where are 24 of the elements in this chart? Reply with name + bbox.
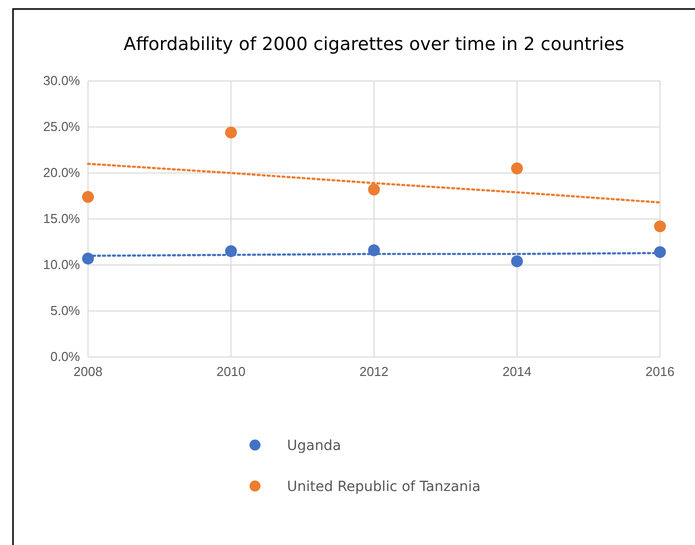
x-tick-label: 2012: [360, 364, 388, 380]
point: [511, 255, 523, 268]
x-tick-label: 2014: [502, 364, 532, 380]
point: [225, 126, 237, 138]
point: [368, 184, 380, 196]
point: [82, 252, 94, 264]
y-tick-label: 25.0%: [43, 119, 80, 134]
y-tick-label: 15.0%: [43, 211, 80, 226]
y-tick-label: 20.0%: [43, 165, 80, 180]
x-tick-label: 2008: [74, 364, 102, 380]
line-series: [86, 162, 662, 204]
legend-label: Uganda: [287, 438, 342, 454]
point: [511, 162, 523, 174]
legend-label: United Republic of Tanzania: [287, 479, 481, 495]
y-tick-label: 5.0%: [50, 303, 80, 318]
y-tick-label: 0.0%: [50, 349, 80, 364]
x-tick-label: 2016: [646, 364, 674, 380]
x-tick-label: 2010: [216, 364, 246, 380]
chart-title: Affordability of 2000 cigarettes over time in 2 countries: [124, 34, 624, 55]
point: [654, 220, 666, 232]
point: [654, 246, 666, 258]
y-tick-label: 10.0%: [43, 257, 80, 272]
y-tick-label: 30.0%: [43, 73, 80, 88]
point: [82, 191, 94, 203]
